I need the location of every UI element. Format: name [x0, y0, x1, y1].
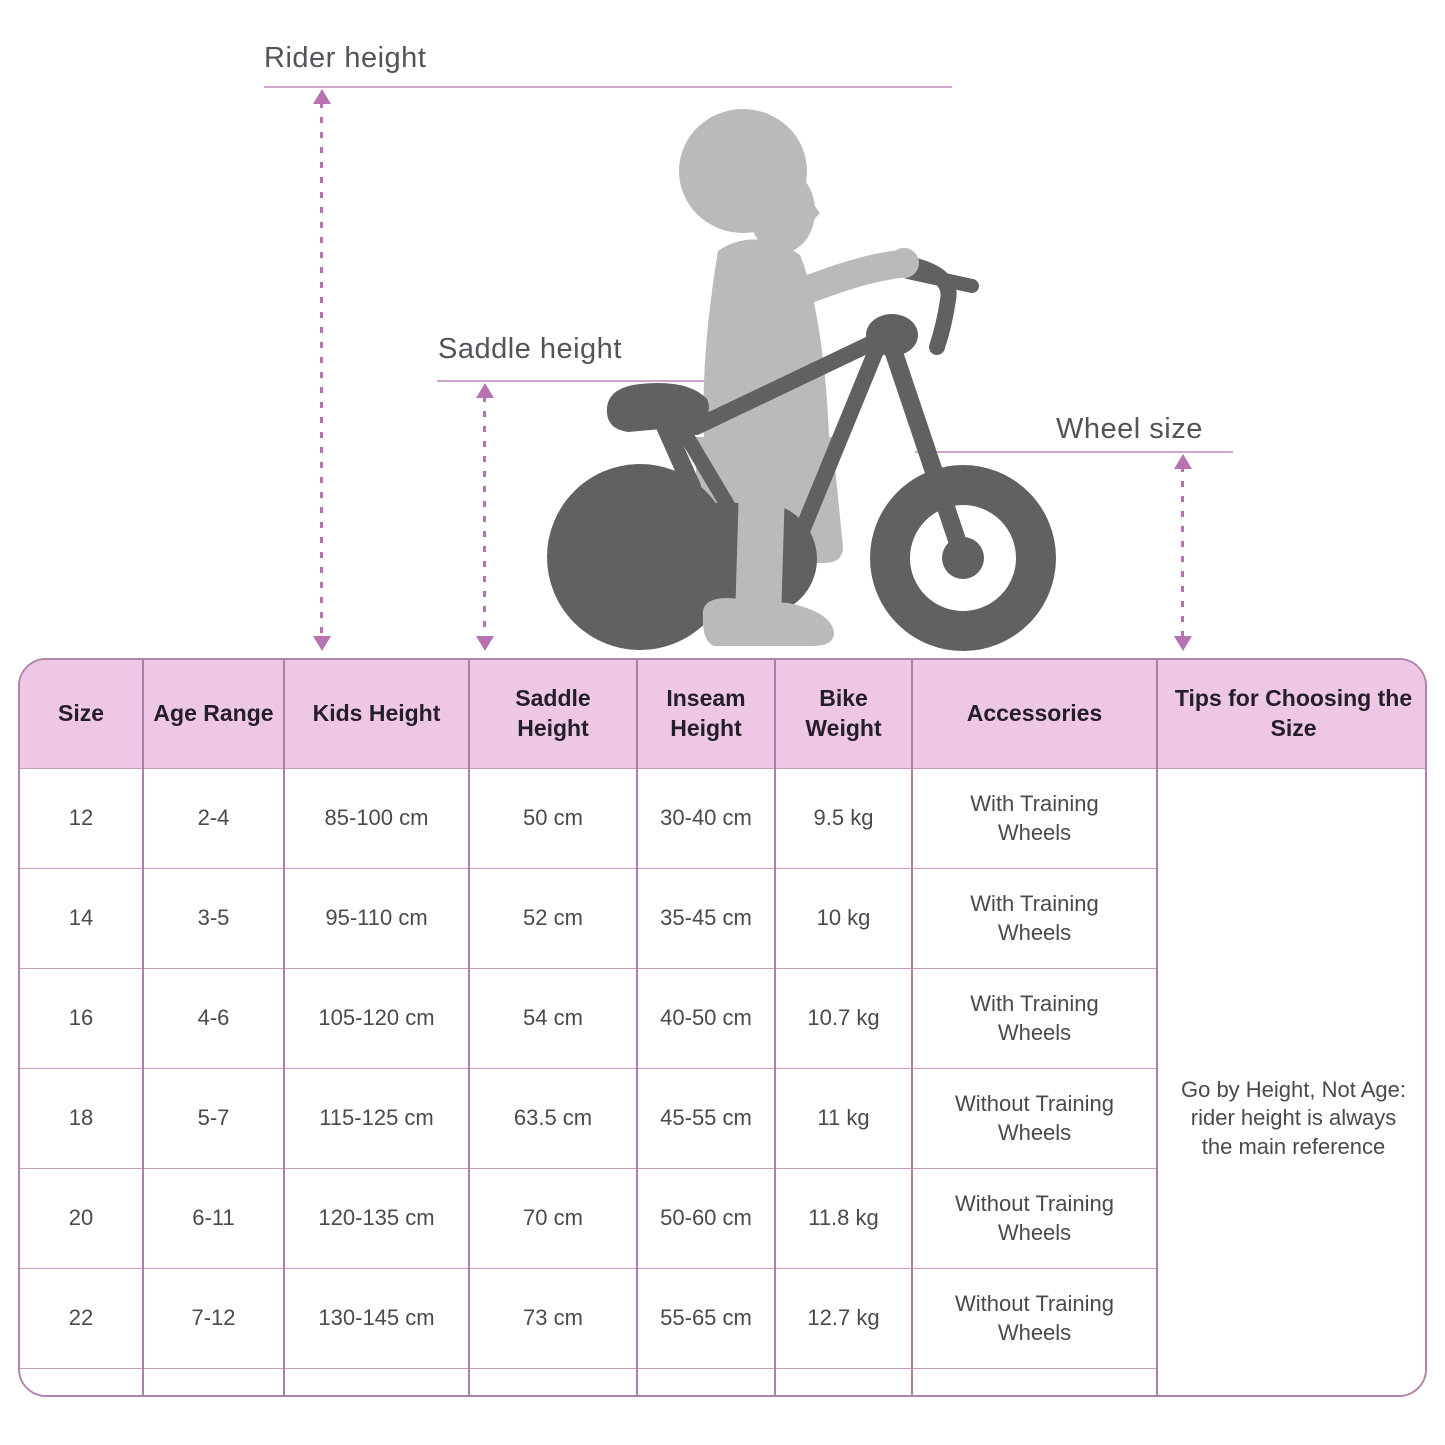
wheel-size-dashed-line: [1181, 466, 1184, 636]
header-kids-height: Kids Height: [283, 660, 469, 769]
cell-weight: 13.8 kg: [774, 1368, 912, 1395]
cell-weight: 12.7 kg: [774, 1268, 912, 1369]
cell-kids-height: 115-125 cm: [283, 1068, 469, 1169]
cell-size: 20: [20, 1168, 143, 1269]
header-bike-weight: Bike Weight: [774, 660, 912, 769]
cell-saddle-height: 52 cm: [468, 868, 637, 969]
wheel-size-label: Wheel size: [1056, 413, 1203, 445]
saddle-height-label: Saddle height: [438, 333, 622, 365]
cell-accessories: Without Training Wheels: [911, 1068, 1157, 1169]
arrow-up-icon: [476, 383, 494, 398]
cell-age: 4-6: [142, 968, 284, 1069]
cell-saddle-height: 50 cm: [468, 768, 637, 869]
bike-silhouette: [547, 255, 1056, 651]
saddle-height-line: [437, 380, 705, 382]
cell-saddle-height: 63.5 cm: [468, 1068, 637, 1169]
table-row: 18 5-7 115-125 cm 63.5 cm 45-55 cm 11 kg…: [20, 1068, 1425, 1169]
arrow-down-icon: [313, 636, 331, 651]
table-row: 20 6-11 120-135 cm 70 cm 50-60 cm 11.8 k…: [20, 1168, 1425, 1269]
cell-accessories: With Training Wheels: [911, 768, 1157, 869]
table-header-row: Size Age Range Kids Height Saddle Height…: [20, 660, 1425, 769]
table-row: 16 4-6 105-120 cm 54 cm 40-50 cm 10.7 kg…: [20, 968, 1425, 1069]
cell-inseam: 55-65 cm: [636, 1268, 775, 1369]
cell-weight: 11 kg: [774, 1068, 912, 1169]
cell-age: 8-12: [142, 1368, 284, 1395]
cell-weight: 11.8 kg: [774, 1168, 912, 1269]
cell-kids-height: 140-155 cm: [283, 1368, 469, 1395]
cell-inseam: 50-60 cm: [636, 1168, 775, 1269]
header-age-range: Age Range: [142, 660, 284, 769]
cell-accessories: Without Training Wheels: [911, 1268, 1157, 1369]
cell-saddle-height: 70 cm: [468, 1168, 637, 1269]
rider-height-dashed-line: [320, 102, 323, 636]
cell-kids-height: 85-100 cm: [283, 768, 469, 869]
cell-inseam: 35-45 cm: [636, 868, 775, 969]
child-silhouette-front: [702, 248, 919, 646]
bike-size-table: Size Age Range Kids Height Saddle Height…: [20, 660, 1425, 1395]
table-row: 14 3-5 95-110 cm 52 cm 35-45 cm 10 kg Wi…: [20, 868, 1425, 969]
header-tips: Tips for Choosing the Size: [1156, 660, 1425, 769]
cell-inseam: 30-40 cm: [636, 768, 775, 869]
cell-age: 6-11: [142, 1168, 284, 1269]
cell-size: 14: [20, 868, 143, 969]
cell-kids-height: 105-120 cm: [283, 968, 469, 1069]
cell-kids-height: 95-110 cm: [283, 868, 469, 969]
saddle-height-dashed-line: [483, 396, 486, 636]
header-size: Size: [20, 660, 143, 769]
cell-accessories: Without Training Wheels: [911, 1168, 1157, 1269]
table-row: 22 7-12 130-145 cm 73 cm 55-65 cm 12.7 k…: [20, 1268, 1425, 1369]
cell-age: 2-4: [142, 768, 284, 869]
cell-size: 16: [20, 968, 143, 1069]
cell-inseam: 60-70 cm: [636, 1368, 775, 1395]
cell-accessories: With Training Wheels: [911, 968, 1157, 1069]
child-with-bike-illustration: [547, 109, 1056, 651]
arrow-up-icon: [1174, 454, 1192, 469]
cell-weight: 9.5 kg: [774, 768, 912, 869]
cell-kids-height: 120-135 cm: [283, 1168, 469, 1269]
cell-size: 22: [20, 1268, 143, 1369]
cell-saddle-height: 73 cm: [468, 1268, 637, 1369]
rider-height-line: [264, 86, 952, 88]
arrow-down-icon: [476, 636, 494, 651]
cell-accessories: With Training Wheels: [911, 868, 1157, 969]
header-saddle-height: Saddle Height: [468, 660, 637, 769]
cell-tips: Go by Height, Not Age: rider height is a…: [1156, 768, 1425, 1395]
size-table-container: Size Age Range Kids Height Saddle Height…: [18, 658, 1427, 1397]
cell-accessories: Without Training Wheels: [911, 1368, 1157, 1395]
cell-age: 7-12: [142, 1268, 284, 1369]
cell-age: 3-5: [142, 868, 284, 969]
cell-kids-height: 130-145 cm: [283, 1268, 469, 1369]
cell-saddle-height: 54 cm: [468, 968, 637, 1069]
cell-weight: 10.7 kg: [774, 968, 912, 1069]
rider-height-label: Rider height: [264, 42, 427, 74]
arrow-up-icon: [313, 89, 331, 104]
cell-inseam: 45-55 cm: [636, 1068, 775, 1169]
cell-inseam: 40-50 cm: [636, 968, 775, 1069]
cell-weight: 10 kg: [774, 868, 912, 969]
arrow-down-icon: [1174, 636, 1192, 651]
cell-age: 5-7: [142, 1068, 284, 1169]
cell-size: 24: [20, 1368, 143, 1395]
table-row: 12 2-4 85-100 cm 50 cm 30-40 cm 9.5 kg W…: [20, 768, 1425, 1395]
table-row: 24 8-12 140-155 cm 82.5 cm 60-70 cm 13.8…: [20, 1368, 1425, 1395]
cell-size: 12: [20, 768, 143, 869]
header-inseam-height: Inseam Height: [636, 660, 775, 769]
wheel-size-line: [915, 451, 1233, 453]
cell-size: 18: [20, 1068, 143, 1169]
cell-saddle-height: 82.5 cm: [468, 1368, 637, 1395]
header-accessories: Accessories: [911, 660, 1157, 769]
